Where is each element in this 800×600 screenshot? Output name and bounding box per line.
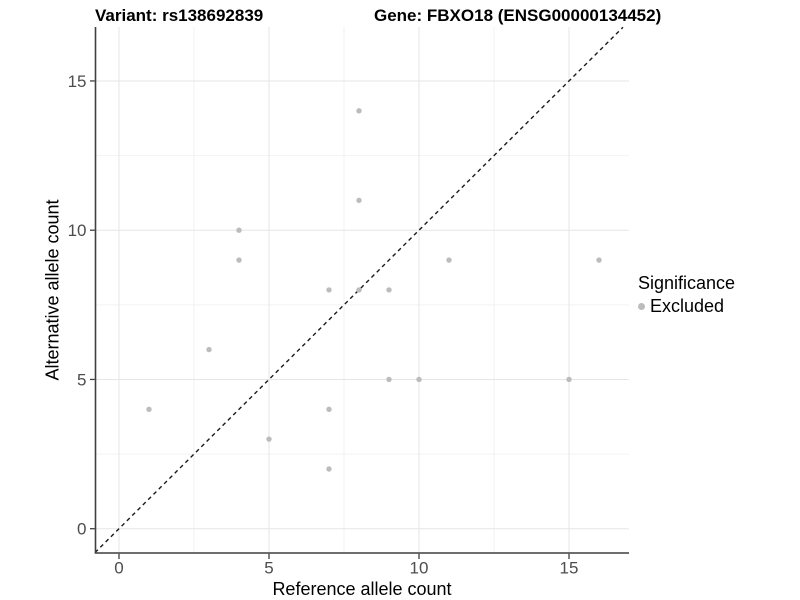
data-point (596, 257, 602, 263)
legend-item-label: Excluded (650, 296, 725, 316)
y-tick-label: 15 (68, 72, 87, 91)
plot-title-variant: Variant: rs138692839 (95, 6, 264, 25)
data-point (326, 406, 332, 412)
data-point (206, 346, 212, 353)
y-axis-title: Alternative allele count (42, 199, 63, 381)
plot-title-gene: Gene: FBXO18 (ENSG00000134452) (374, 6, 662, 25)
data-point (416, 376, 422, 383)
y-tick-label: 10 (68, 221, 87, 240)
data-point (356, 108, 362, 114)
x-tick-label: 5 (264, 559, 273, 578)
axis-lines (94, 27, 629, 554)
data-point (566, 376, 572, 383)
y-tick-label: 0 (77, 520, 86, 539)
data-point (386, 376, 392, 383)
data-point (326, 287, 332, 293)
data-point (356, 197, 362, 204)
y-tick-label: 5 (77, 370, 86, 389)
data-point (386, 287, 392, 293)
data-point (356, 287, 362, 293)
data-point (236, 227, 242, 233)
legend: Significance Excluded (638, 273, 735, 317)
data-point (446, 257, 452, 263)
data-point (266, 436, 272, 442)
x-tick-label: 10 (410, 559, 429, 578)
data-point (146, 406, 152, 412)
legend-item-excluded: Excluded (638, 296, 735, 317)
x-axis-title: Reference allele count (272, 579, 452, 599)
x-tick-label: 15 (560, 559, 579, 578)
data-point (326, 466, 332, 472)
legend-title: Significance (638, 273, 736, 293)
data-point (236, 257, 242, 263)
excluded-point-icon (638, 303, 645, 310)
x-tick-label: 0 (114, 559, 123, 578)
